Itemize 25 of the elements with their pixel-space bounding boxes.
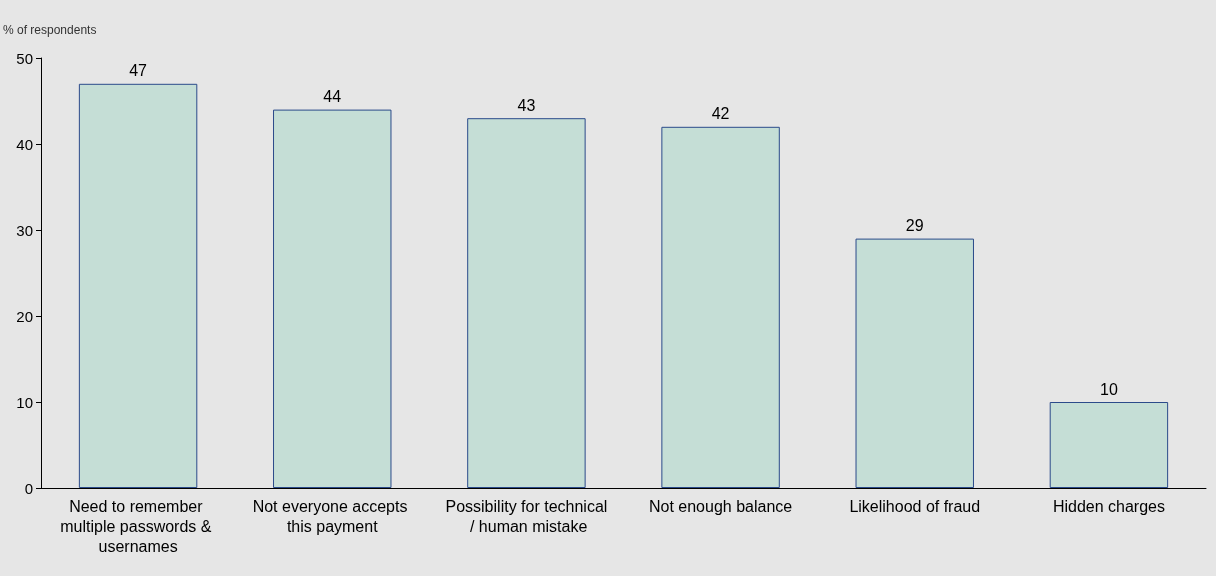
bar <box>467 118 586 488</box>
bar <box>1049 402 1169 488</box>
data-label: 47 <box>129 62 148 80</box>
x-tick-label: Not everyone accepts this payment <box>252 497 412 535</box>
y-tick-label: 30 <box>16 221 33 239</box>
y-tick-label: 50 <box>16 49 33 67</box>
x-tick-label: Possibility for technical / human mistake <box>445 497 608 535</box>
data-label: 29 <box>905 217 924 235</box>
y-tick-label: 10 <box>16 393 33 411</box>
x-tick-label: Likelihood of fraud <box>849 497 981 515</box>
data-label: 43 <box>517 96 536 114</box>
data-label: 42 <box>711 105 730 123</box>
x-tick-label: Hidden charges <box>1052 497 1165 515</box>
bar <box>273 109 392 488</box>
y-tick-label: 40 <box>16 135 33 153</box>
y-axis-title: % of respondents <box>3 23 97 37</box>
y-tick-label: 20 <box>16 307 33 325</box>
bar <box>855 238 974 488</box>
x-tick-label: Not enough balance <box>648 497 793 515</box>
data-label: 10 <box>1100 380 1118 398</box>
bar <box>661 126 780 488</box>
data-label: 44 <box>323 88 342 106</box>
x-tick-label: Need to remember multiple passwords & usernames <box>60 497 216 555</box>
y-tick-label: 0 <box>24 479 33 497</box>
bar <box>78 83 198 488</box>
